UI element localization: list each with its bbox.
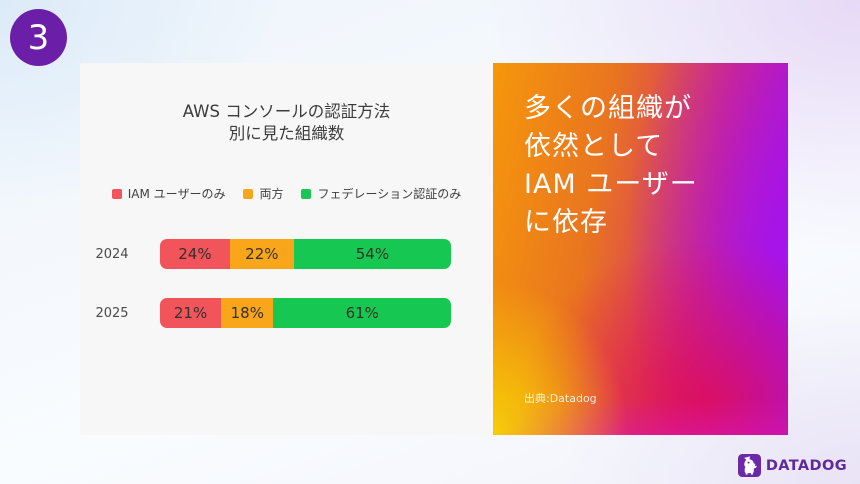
bar-year-label: 2025 <box>95 305 129 321</box>
stacked-bar: 24% 22% 54% <box>160 239 451 269</box>
headline-line: に依存 <box>524 207 608 238</box>
chart-card: AWS コンソールの認証方法 別に見た組織数 IAM ユーザーのみ 両方 フェデレー… <box>80 63 493 435</box>
chart-title-line-1: AWS コンソールの認証方法 <box>182 102 391 121</box>
chart-title: AWS コンソールの認証方法 別に見た組織数 <box>80 101 493 145</box>
legend-swatch <box>301 188 312 199</box>
legend-label: IAM ユーザーのみ <box>127 187 226 201</box>
headline-line: 多くの組織が <box>524 93 692 124</box>
legend-item: IAM ユーザーのみ <box>111 185 226 202</box>
bar-segment: 61% <box>273 298 451 328</box>
datadog-bits-icon <box>737 454 761 477</box>
step-number: 3 <box>27 17 50 58</box>
insight-panel: 多くの組織が 依然として IAM ユーザー に依存 出典:Datadog <box>493 63 788 435</box>
legend-swatch <box>111 188 122 199</box>
bar-segment: 18% <box>221 298 274 328</box>
bar-segment: 22% <box>229 239 294 269</box>
bar-segment: 24% <box>160 239 230 269</box>
bar-segment: 54% <box>293 239 451 269</box>
headline-line: 依然として <box>524 131 664 162</box>
bar-row: 2025 21% 18% 61% <box>80 298 493 328</box>
bar-segment: 21% <box>160 298 222 328</box>
insight-headline: 多くの組織が 依然として IAM ユーザー に依存 <box>524 90 698 242</box>
source-attribution: 出典:Datadog <box>524 392 597 405</box>
bar-year-label: 2024 <box>95 246 129 262</box>
legend-label: 両方 <box>259 187 284 201</box>
legend-label: フェデレーション認証のみ <box>317 187 462 201</box>
datadog-wordmark: DATADOG <box>765 457 847 474</box>
legend-item: 両方 <box>243 185 283 202</box>
bar-row: 2024 24% 22% 54% <box>80 239 493 269</box>
datadog-logo: DATADOG <box>737 454 847 477</box>
stacked-bar: 21% 18% 61% <box>160 298 451 328</box>
legend-item: フェデレーション認証のみ <box>301 185 461 202</box>
headline-line: IAM ユーザー <box>524 169 698 200</box>
legend-swatch <box>243 188 254 199</box>
step-number-badge: 3 <box>10 9 67 66</box>
chart-bars: 2024 24% 22% 54% 2025 21% 18% 61% <box>80 239 493 357</box>
chart-title-line-2: 別に見た組織数 <box>228 124 345 143</box>
chart-legend: IAM ユーザーのみ 両方 フェデレーション認証のみ <box>80 185 493 202</box>
